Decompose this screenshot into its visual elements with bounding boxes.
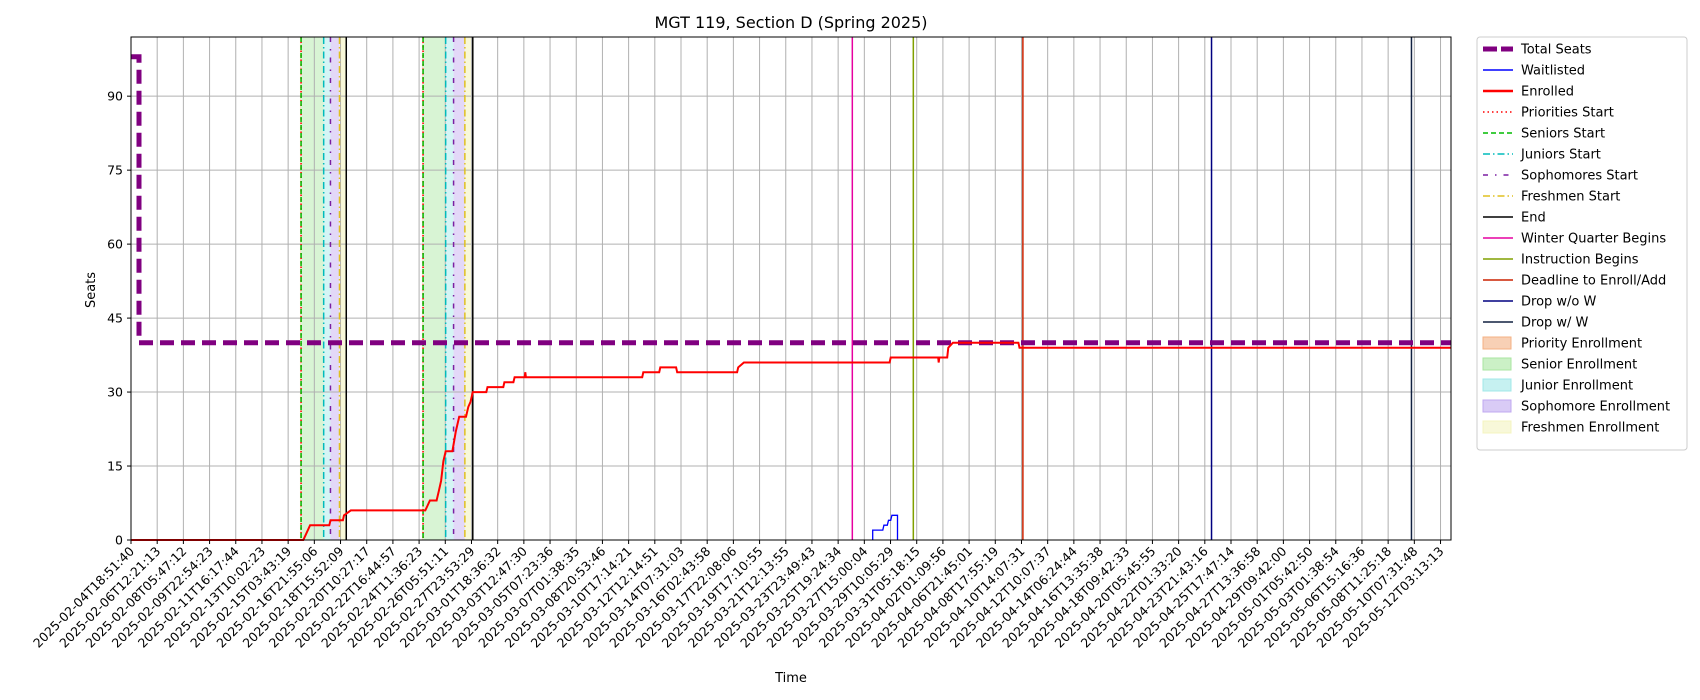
x-axis-title: Time (774, 671, 807, 686)
shade-senior-enrollment (301, 37, 324, 540)
grid-lines (130, 37, 1451, 541)
shaded-regions (299, 37, 473, 540)
legend-label-sophomore-enrollment: Sophomore Enrollment (1521, 400, 1670, 415)
legend-label-end: End (1521, 211, 1546, 226)
legend-label-juniors-start: Juniors Start (1520, 148, 1601, 163)
legend-swatch-priority-enrollment (1482, 336, 1512, 350)
event-lines (300, 37, 1413, 540)
legend-label-freshmen-enrollment: Freshmen Enrollment (1521, 421, 1659, 436)
legend-swatch-junior-enrollment (1482, 378, 1512, 392)
legend-swatch-freshmen-enrollment (1482, 420, 1512, 434)
series-lines (131, 54, 1451, 541)
legend-swatch-senior-enrollment (1482, 357, 1512, 371)
y-axis-title: Seats (84, 272, 99, 308)
shade-freshmen-enrollment (339, 37, 347, 540)
y-tick-label: 0 (115, 533, 123, 548)
legend: Total Seats Waitlisted Enrolled Priorities … (1476, 36, 1688, 451)
shade-freshmen-enrollment (464, 37, 473, 540)
legend-label-freshmen-start: Freshmen Start (1521, 190, 1620, 205)
shade-sophomore-enrollment (453, 37, 465, 540)
y-tick-label: 60 (107, 237, 123, 252)
legend-label-total-seats: Total Seats (1520, 43, 1592, 58)
legend-label-senior-enrollment: Senior Enrollment (1521, 358, 1637, 373)
legend-label-priority-enrollment: Priority Enrollment (1521, 337, 1642, 352)
y-tick-label: 75 (107, 163, 123, 178)
legend-label-instruction-begins: Instruction Begins (1521, 253, 1639, 268)
legend-label-drop-w-o-w: Drop w/o W (1521, 295, 1597, 310)
y-axis-ticks: 0 15 30 45 60 75 90 (107, 89, 131, 548)
shade-sophomore-enrollment (330, 37, 340, 540)
y-tick-label: 45 (107, 311, 123, 326)
series-enrolled (131, 341, 1451, 541)
x-axis-ticks: 2025-02-04T18:51:402025-02-06T12:21:1320… (30, 540, 1447, 651)
shade-senior-enrollment (423, 37, 446, 540)
shade-junior-enrollment (445, 37, 454, 540)
legend-swatch-sophomore-enrollment (1482, 399, 1512, 413)
chart-title: MGT 119, Section D (Spring 2025) (654, 13, 927, 32)
legend-label-junior-enrollment: Junior Enrollment (1520, 379, 1633, 394)
legend-label-enrolled: Enrolled (1521, 85, 1574, 100)
legend-label-priorities-start: Priorities Start (1521, 106, 1614, 121)
shade-junior-enrollment (323, 37, 331, 540)
plot-frame (130, 36, 1452, 541)
series-total-seats (131, 54, 1451, 346)
y-tick-label: 90 (107, 89, 123, 104)
legend-label-drop-w-w: Drop w/ W (1521, 316, 1589, 331)
legend-label-deadline-to-enroll-add: Deadline to Enroll/Add (1521, 274, 1666, 289)
legend-label-waitlisted: Waitlisted (1521, 64, 1585, 79)
y-tick-label: 15 (107, 459, 123, 474)
series-waitlisted (872, 514, 899, 540)
legend-label-sophomores-start: Sophomores Start (1521, 169, 1638, 184)
legend-box (1476, 36, 1688, 451)
legend-label-seniors-start: Seniors Start (1521, 127, 1605, 142)
legend-label-winter-quarter-begins: Winter Quarter Begins (1521, 232, 1666, 247)
y-tick-label: 30 (107, 385, 123, 400)
